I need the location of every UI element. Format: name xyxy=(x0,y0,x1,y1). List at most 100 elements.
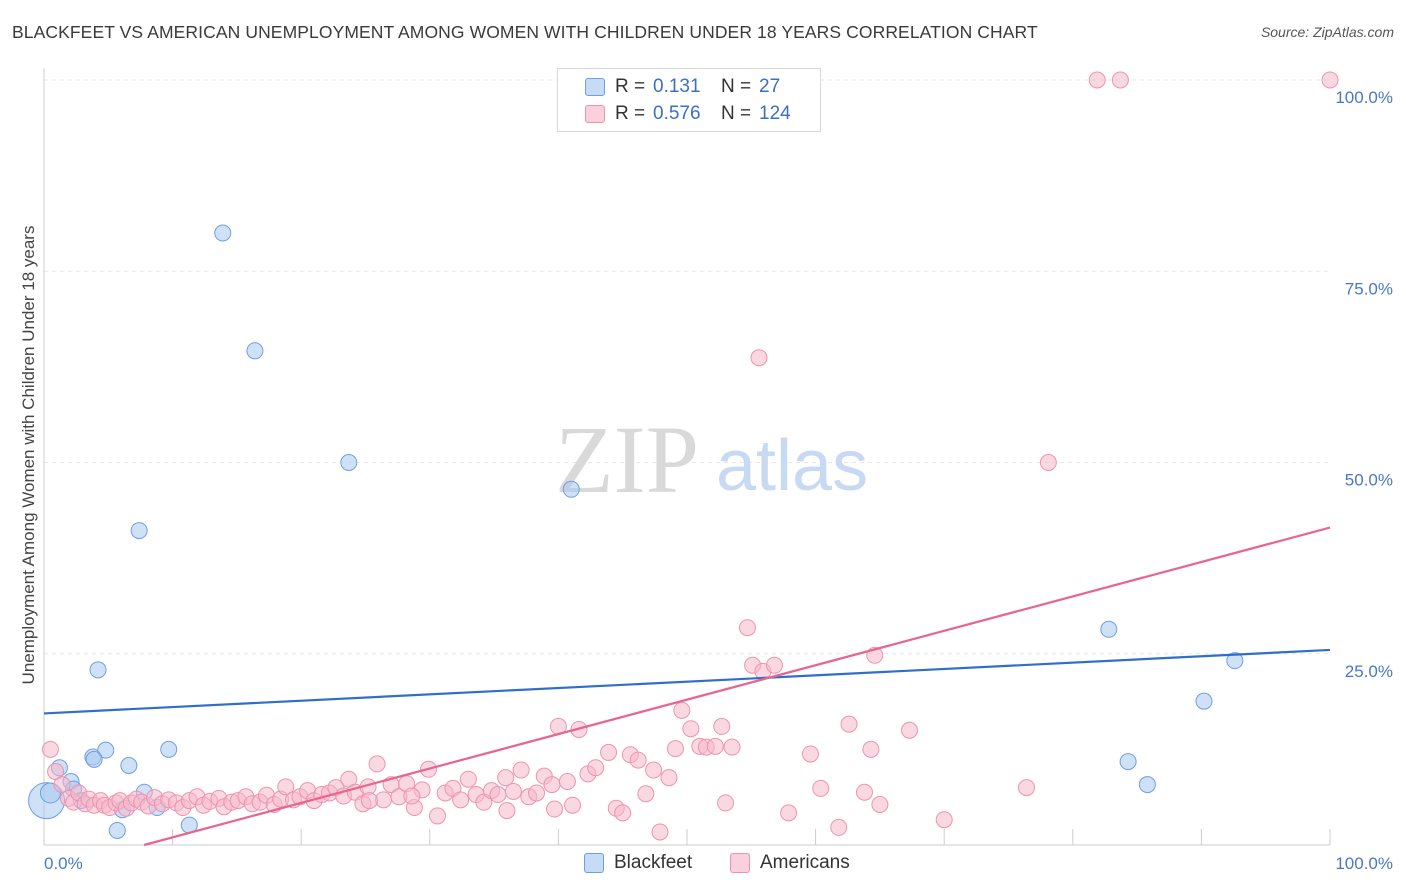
trend-line-americans xyxy=(143,526,1331,847)
data-point-blackfeet xyxy=(1226,652,1244,670)
legend-n-value: 27 xyxy=(759,76,781,97)
data-point-americans xyxy=(666,740,684,758)
legend-r-label: R = xyxy=(615,76,646,97)
legend-row-americans: R = 0.576 N = 124 xyxy=(558,101,791,127)
data-point-americans xyxy=(765,656,783,674)
data-point-americans xyxy=(558,773,576,791)
watermark-atlas: atlas xyxy=(716,426,868,506)
data-point-americans xyxy=(645,761,663,779)
data-point-americans xyxy=(528,784,546,802)
data-point-americans xyxy=(429,807,447,825)
data-point-americans xyxy=(277,778,295,796)
data-point-blackfeet xyxy=(108,821,126,839)
data-point-americans xyxy=(862,740,880,758)
data-point-americans xyxy=(723,738,741,756)
data-point-americans xyxy=(900,721,918,739)
series-americans xyxy=(41,71,1339,841)
data-point-blackfeet xyxy=(1138,776,1156,794)
data-point-americans xyxy=(497,769,515,787)
legend-swatch-blackfeet xyxy=(585,78,605,96)
data-point-americans xyxy=(587,759,605,777)
legend-n-value: 124 xyxy=(759,103,791,124)
grid-lines xyxy=(44,79,1330,655)
data-point-americans xyxy=(871,795,889,813)
data-point-blackfeet xyxy=(214,224,232,242)
x-tick-label: 100.0% xyxy=(1335,854,1393,873)
data-point-blackfeet xyxy=(85,750,103,768)
legend-r-label: R = xyxy=(615,103,646,124)
bottom-legend-americans: Americans xyxy=(730,852,850,874)
trend-line-blackfeet xyxy=(43,648,1331,715)
data-point-americans xyxy=(360,792,378,810)
data-point-americans xyxy=(1321,71,1339,89)
data-point-americans xyxy=(682,720,700,738)
data-point-americans xyxy=(840,715,858,733)
data-point-americans xyxy=(375,791,393,809)
data-point-americans xyxy=(504,782,522,800)
data-point-americans xyxy=(403,787,421,805)
data-point-blackfeet xyxy=(340,454,358,471)
data-point-americans xyxy=(717,794,735,812)
data-point-americans xyxy=(673,701,691,719)
data-point-blackfeet xyxy=(120,756,138,774)
legend-row-blackfeet: R = 0.131 N = 27 xyxy=(558,74,780,100)
data-point-americans xyxy=(780,804,798,822)
data-point-americans xyxy=(830,818,848,836)
data-point-blackfeet xyxy=(1195,692,1213,710)
legend-r-value: 0.576 xyxy=(653,103,701,124)
data-point-blackfeet xyxy=(1100,620,1118,638)
data-point-americans xyxy=(368,755,386,773)
watermark-zip: ZIP xyxy=(555,406,699,513)
data-point-americans xyxy=(1088,71,1106,89)
tick-labels: 25.0% 50.0% 75.0% 100.0% 0.0% 100.0% xyxy=(44,88,1393,873)
y-tick-label: 75.0% xyxy=(1345,279,1393,298)
data-point-americans xyxy=(855,783,873,801)
data-point-americans xyxy=(41,740,59,758)
data-point-americans xyxy=(738,619,756,637)
bottom-legend-swatch-blackfeet xyxy=(584,853,604,873)
data-point-americans xyxy=(651,823,669,841)
data-point-blackfeet xyxy=(97,741,115,759)
bottom-legend-label-blackfeet: Blackfeet xyxy=(614,852,693,873)
legend-n-label: N = xyxy=(721,103,752,124)
legend-r-value: 0.131 xyxy=(653,76,701,97)
data-point-americans xyxy=(1039,454,1057,471)
data-point-americans xyxy=(637,785,655,803)
data-point-americans xyxy=(812,779,830,797)
data-point-americans xyxy=(489,786,507,804)
data-point-blackfeet xyxy=(130,522,148,540)
data-point-americans xyxy=(660,769,678,787)
data-point-americans xyxy=(750,349,768,367)
data-point-americans xyxy=(564,796,582,814)
data-point-americans xyxy=(546,800,564,818)
data-points xyxy=(28,71,1339,841)
data-point-americans xyxy=(629,751,647,769)
data-point-blackfeet xyxy=(160,740,178,758)
chart-title: BLACKFEET VS AMERICAN UNEMPLOYMENT AMONG… xyxy=(12,22,1038,42)
source-label: Source: ZipAtlas.com xyxy=(1260,24,1394,40)
bottom-legend-swatch-americans xyxy=(730,853,750,873)
legend: R = 0.131 N = 27 R = 0.576 N = 124 xyxy=(557,68,821,132)
data-point-americans xyxy=(452,791,470,809)
data-point-blackfeet xyxy=(562,480,580,498)
bottom-legend-blackfeet: Blackfeet xyxy=(584,852,692,874)
data-point-americans xyxy=(53,776,71,794)
y-tick-label: 50.0% xyxy=(1345,471,1393,490)
axes xyxy=(43,68,1331,846)
y-axis-label: Unemployment Among Women with Children U… xyxy=(19,226,38,685)
data-point-americans xyxy=(713,717,731,735)
data-point-blackfeet xyxy=(89,661,107,679)
data-point-blackfeet xyxy=(246,342,264,360)
legend-n-label: N = xyxy=(721,76,752,97)
y-tick-label: 100.0% xyxy=(1335,88,1393,107)
data-point-americans xyxy=(1018,779,1036,797)
bottom-legend-label-americans: Americans xyxy=(760,852,850,873)
x-tick-label: 0.0% xyxy=(44,854,83,873)
legend-swatch-americans xyxy=(585,105,605,123)
data-point-americans xyxy=(706,737,724,755)
data-point-americans xyxy=(512,761,530,779)
data-point-americans xyxy=(543,776,561,794)
data-point-americans xyxy=(614,804,632,822)
y-tick-label: 25.0% xyxy=(1345,662,1393,681)
